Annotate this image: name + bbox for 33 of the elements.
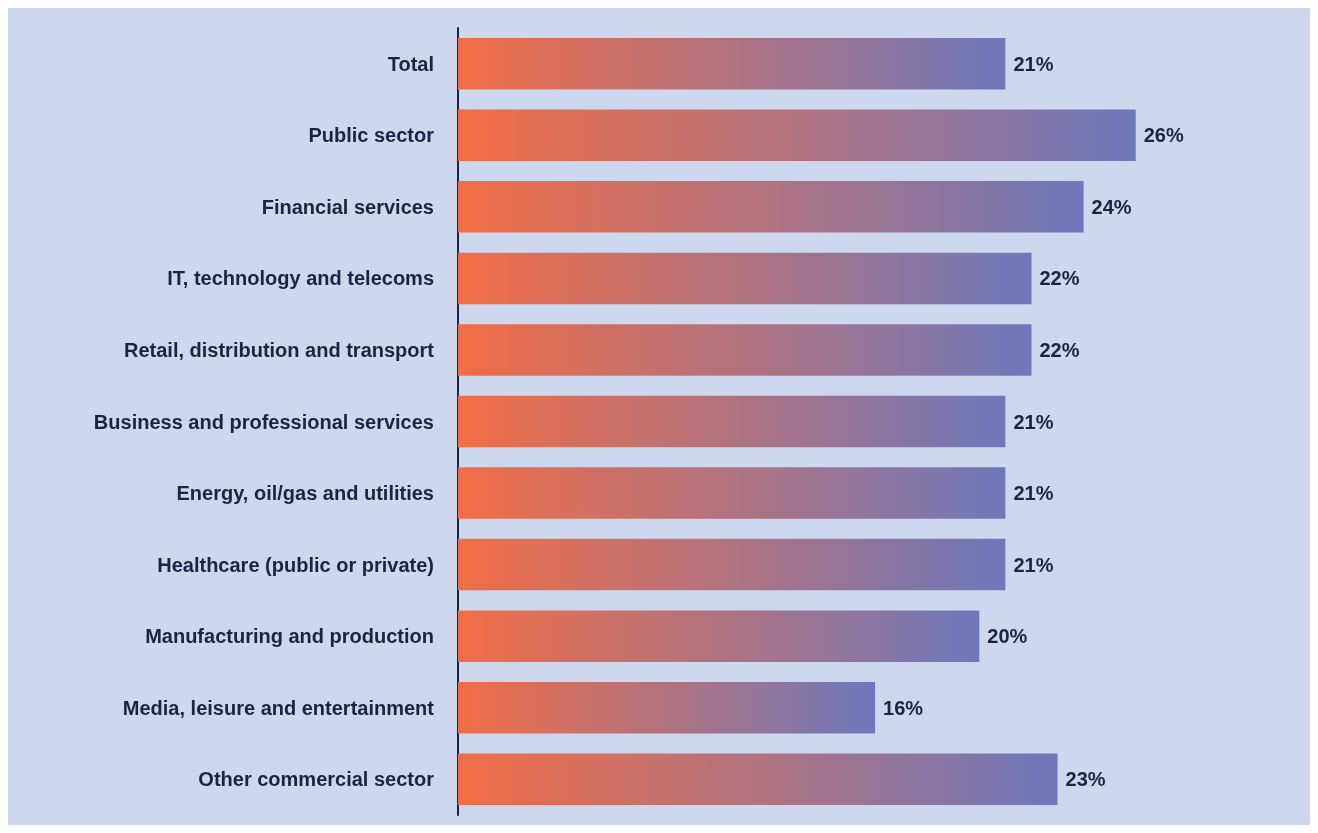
bar	[458, 38, 1006, 90]
data-label: 26%	[1143, 124, 1184, 147]
y-tick-label: IT, technology and telecoms	[167, 267, 434, 290]
y-tick-label: Financial services	[261, 195, 434, 218]
y-tick-label: Business and professional services	[93, 410, 434, 433]
y-tick-label: Energy, oil/gas and utilities	[176, 482, 434, 505]
y-tick-label: Total	[387, 52, 434, 75]
data-label: 22%	[1039, 338, 1080, 361]
bar	[458, 252, 1032, 305]
data-label: 21%	[1013, 410, 1054, 433]
y-tick-label: Public sector	[308, 124, 435, 147]
y-tick-label: Other commercial sector	[198, 768, 435, 791]
bar	[458, 395, 1006, 448]
data-label: 21%	[1013, 553, 1054, 576]
y-tick-label: Retail, distribution and transport	[123, 338, 435, 361]
bar	[458, 681, 876, 734]
bar	[458, 181, 1084, 233]
data-label: 20%	[987, 625, 1028, 648]
bar	[458, 109, 1136, 162]
data-label: 22%	[1039, 267, 1080, 290]
y-tick-label: Media, leisure and entertainment	[122, 696, 435, 719]
bar	[458, 324, 1032, 376]
bar	[458, 467, 1006, 519]
bar	[458, 610, 980, 662]
data-label: 23%	[1065, 768, 1106, 791]
data-label: 21%	[1013, 52, 1054, 75]
data-label: 16%	[883, 696, 924, 719]
data-label: 24%	[1091, 195, 1132, 218]
bar	[458, 538, 1006, 591]
y-tick-label: Healthcare (public or private)	[157, 553, 434, 576]
bar	[458, 753, 1058, 805]
data-label: 21%	[1013, 482, 1054, 505]
y-tick-label: Manufacturing and production	[145, 625, 434, 648]
